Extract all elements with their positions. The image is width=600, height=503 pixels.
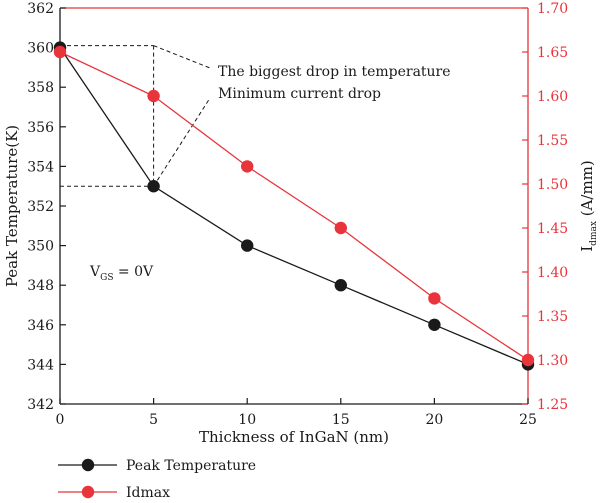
right-tick-label: 1.35 [537,309,568,325]
right-axis-title-main: I [578,246,596,252]
annotation-vgs: VGS = 0V [89,264,154,283]
legend-label-idmax: Idmax [126,485,170,501]
right-tick-label: 1.70 [537,1,568,17]
bottom-tick-label: 20 [425,412,443,428]
x-axis-title: Thickness of InGaN (nm) [199,428,389,446]
idmax-point [521,353,535,367]
annotation-biggest-drop: The biggest drop in temperature [218,64,451,80]
annotation-vgs-main: V [89,264,101,280]
annotation-vgs-value: = 0V [113,264,154,280]
left-tick-label: 356 [27,120,54,136]
peak-temperature-point [334,279,347,292]
peak-temperature-point [241,239,254,252]
legend-marker-peak-temperature [81,458,95,472]
peak-temperature-point [428,318,441,331]
left-tick-label: 362 [27,1,54,17]
left-axis-title: Peak Temperature(K) [3,125,21,287]
right-tick-label: 1.55 [537,133,568,149]
idmax-series-line [59,51,529,361]
right-axis-title-unit: (A/mm) [578,160,596,221]
left-tick-label: 354 [27,159,54,175]
right-tick-label: 1.50 [537,177,568,193]
idmax-point [334,221,347,235]
left-tick-label: 348 [27,278,54,294]
right-axis-title-sub: dmax [589,221,599,246]
legend-label-peak-temperature: Peak Temperature [126,458,256,474]
legend-marker-idmax [81,485,95,499]
left-tick-label: 346 [27,318,54,334]
bottom-tick-label: 15 [332,412,350,428]
annotation-vgs-sub: GS [100,273,113,283]
left-tick-label: 344 [27,357,54,373]
bottom-tick-label: 0 [56,412,65,428]
right-tick-label: 1.60 [537,89,568,105]
right-tick-label: 1.25 [537,397,568,413]
left-tick-label: 352 [27,199,54,215]
annotation-leader-2 [153,97,211,187]
idmax-point [53,45,67,59]
right-tick-label: 1.65 [537,45,568,61]
left-tick-label: 342 [27,397,54,413]
left-tick-label: 360 [27,41,54,57]
idmax-point [428,292,441,305]
annotation-min-current-drop: Minimum current drop [218,86,381,102]
bottom-tick-label: 10 [238,412,256,428]
right-tick-label: 1.40 [537,265,568,281]
left-tick-label: 350 [27,239,54,255]
idmax-point [241,160,254,173]
peak-temperature-point [147,180,160,193]
peak-temperature-series-line [59,47,529,365]
bottom-tick-label: 25 [519,412,537,428]
right-tick-label: 1.45 [537,221,568,237]
right-tick-label: 1.30 [537,353,568,369]
bottom-tick-label: 5 [149,412,158,428]
right-axis-title: Idmax (A/mm) [578,160,599,252]
left-tick-label: 358 [27,80,54,96]
annotation-leader-1 [153,45,211,69]
idmax-point [147,89,160,103]
